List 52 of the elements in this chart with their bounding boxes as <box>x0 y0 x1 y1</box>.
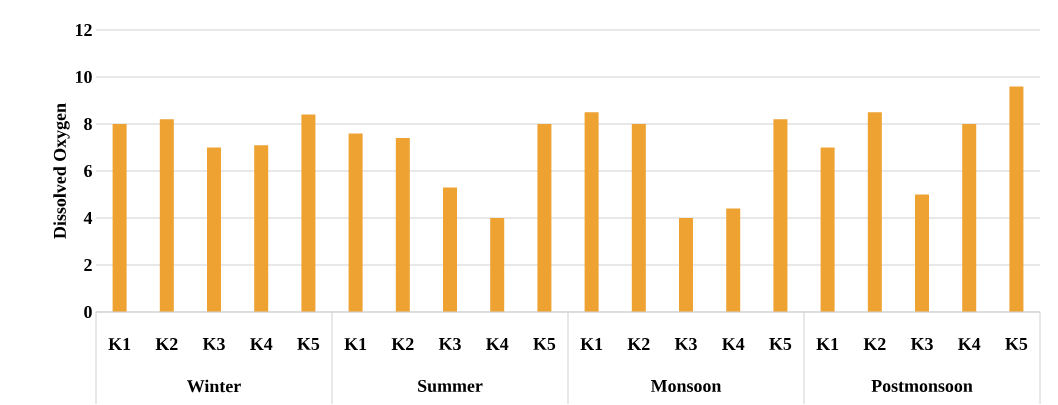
x-tick-label: K4 <box>722 338 745 350</box>
y-axis-title: Dissolved Oxygen <box>53 103 70 239</box>
bar <box>773 119 788 312</box>
x-tick-label: K5 <box>1005 338 1028 350</box>
bar <box>820 147 835 312</box>
x-tick-label: K1 <box>344 338 367 350</box>
y-tick-label: 0 <box>84 305 92 319</box>
x-tick-label: K2 <box>863 338 886 350</box>
y-tick-label: 12 <box>75 24 92 36</box>
bar <box>915 194 930 312</box>
x-tick-label: K4 <box>958 338 981 350</box>
bar <box>1009 86 1024 312</box>
bar <box>443 187 458 312</box>
text: Monsoon <box>650 380 722 392</box>
bar <box>584 112 599 312</box>
bar <box>159 119 174 312</box>
x-tick-label: K5 <box>297 338 320 350</box>
x-tick-label: K1 <box>816 338 839 350</box>
y-tick-label: 6 <box>84 164 92 178</box>
x-tick-label: K5 <box>769 338 792 350</box>
x-tick-label: K2 <box>155 338 178 350</box>
y-tick-label: 2 <box>84 259 92 271</box>
x-tick-label: K4 <box>250 338 273 350</box>
bar <box>962 124 977 312</box>
y-tick-label: 8 <box>84 117 92 131</box>
bar <box>395 138 410 312</box>
x-tick-label: K3 <box>910 337 933 351</box>
x-tick-label: K1 <box>108 338 131 350</box>
text: Summer <box>418 379 483 393</box>
y-tick-label: 4 <box>83 212 93 224</box>
x-tick-label: K2 <box>391 338 414 350</box>
bar <box>726 208 741 312</box>
x-tick-label: K3 <box>438 337 461 351</box>
bar <box>537 124 552 312</box>
bar <box>301 114 316 312</box>
bar <box>490 218 505 312</box>
x-tick-label: K3 <box>674 337 697 351</box>
bar <box>867 112 882 312</box>
bar <box>679 218 694 312</box>
text: Postmonsoon <box>871 380 973 392</box>
x-tick-label: K5 <box>533 338 556 350</box>
x-tick-label: K3 <box>202 337 225 351</box>
bar <box>631 124 646 312</box>
bar <box>348 133 363 312</box>
bar <box>207 147 222 312</box>
x-tick-label: K4 <box>486 338 509 350</box>
text: Winter <box>187 379 241 393</box>
x-tick-label: K2 <box>627 338 650 350</box>
bar <box>112 124 127 312</box>
y-tick-label: 10 <box>75 70 92 84</box>
bar <box>254 145 269 312</box>
x-tick-label: K1 <box>580 338 603 350</box>
